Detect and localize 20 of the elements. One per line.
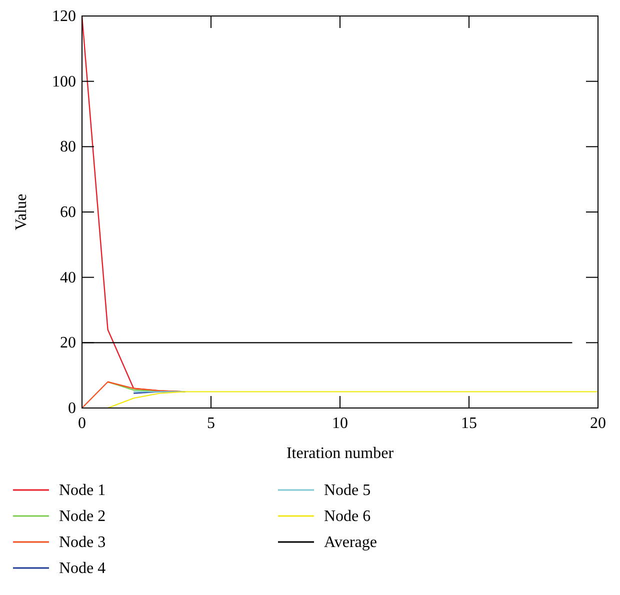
x-tick-label: 5: [207, 415, 215, 432]
y-tick-label: 40: [60, 269, 76, 286]
y-axis-title: Value: [13, 194, 30, 230]
y-tick-label: 0: [68, 400, 76, 417]
legend-label: Node 1: [59, 482, 106, 499]
x-tick-label: 10: [332, 415, 348, 432]
y-tick-label: 100: [52, 73, 76, 90]
legend-label: Node 2: [59, 508, 106, 525]
legend-label: Node 5: [324, 482, 371, 499]
y-tick-label: 80: [60, 138, 76, 156]
x-tick-label: 20: [590, 415, 606, 432]
legend-label: Node 6: [324, 508, 371, 525]
x-tick-label: 15: [461, 415, 477, 432]
y-tick-label: 20: [60, 334, 76, 352]
legend-label: Node 3: [59, 534, 106, 551]
y-tick-label: 60: [60, 204, 76, 221]
y-tick-label: 120: [52, 8, 76, 25]
legend-label: Node 4: [59, 560, 106, 577]
x-axis-title: Iteration number: [286, 445, 394, 462]
legend-label: Average: [324, 534, 377, 551]
